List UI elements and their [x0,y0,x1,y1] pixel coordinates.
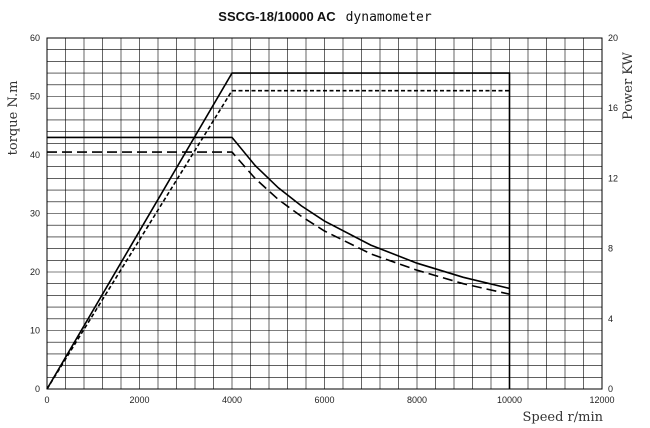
x-tick-label: 2000 [129,395,149,405]
y-left-tick-label: 30 [30,209,40,219]
x-axis-label: Speed r/min [522,410,603,425]
y-right-tick-label: 4 [608,314,613,324]
y-right-tick-label: 0 [608,384,613,394]
series-line-4 [47,151,510,295]
y-left-tick-label: 40 [30,150,40,160]
x-tick-label: 4000 [222,395,242,405]
y-right-tick-labels: 0 4 8 12 16 20 [608,33,618,394]
x-tick-labels: 0 2000 4000 6000 8000 10000 12000 [44,395,614,405]
x-tick-label: 0 [44,395,49,405]
series-line-3 [47,136,510,290]
x-tick-label: 10000 [497,395,522,405]
y-left-tick-label: 10 [30,326,40,336]
series-line-2 [46,89,510,390]
chart-title-bold: SSCG-18/10000 AC [218,9,336,24]
y-right-tick-label: 16 [608,103,618,113]
y-left-tick-label: 60 [30,33,40,43]
y-right-tick-label: 20 [608,33,618,43]
y-left-tick-label: 0 [35,384,40,394]
plot-frame [46,37,603,390]
y-left-tick-label: 20 [30,267,40,277]
chart-title: SSCG-18/10000 AC dynamometer [218,8,432,25]
series-group [46,72,511,390]
y-right-tick-label: 8 [608,244,613,254]
y-right-axis-label: Power KW [621,51,636,119]
y-left-tick-labels: 0 10 20 30 40 50 60 [30,33,40,394]
chart-title-rest: dynamometer [346,10,432,25]
y-right-tick-label: 12 [608,173,618,183]
x-tick-label: 6000 [314,395,334,405]
y-left-tick-label: 50 [30,92,40,102]
x-tick-label: 8000 [407,395,427,405]
series-line-1 [46,72,511,390]
y-left-axis-label: torque N.m [6,81,21,156]
x-tick-label: 12000 [589,395,614,405]
